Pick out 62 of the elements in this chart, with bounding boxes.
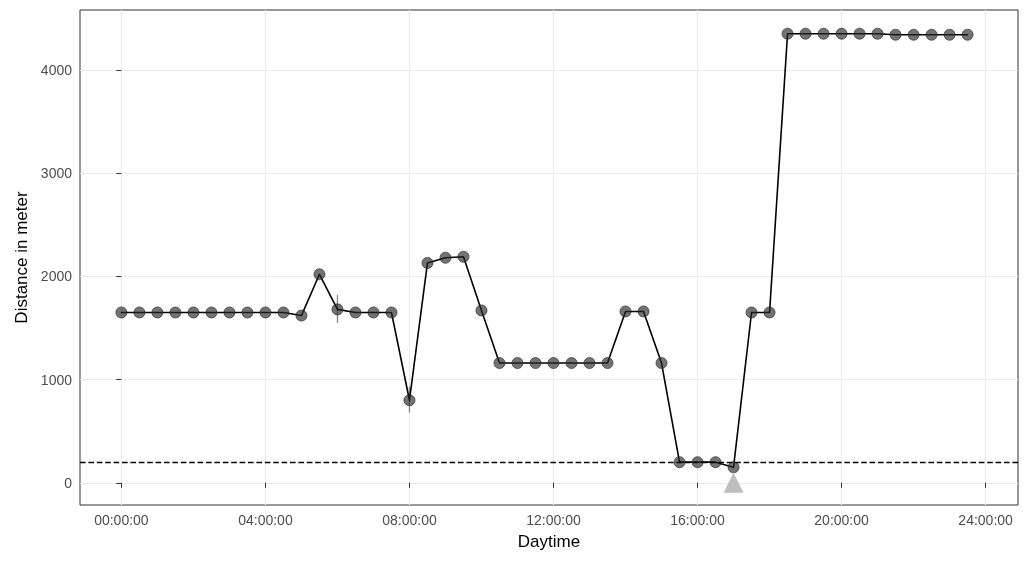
point	[151, 306, 164, 319]
point	[439, 251, 452, 264]
x-tick-label: 24:00:00	[958, 512, 1014, 528]
point	[385, 306, 398, 319]
point	[691, 456, 704, 469]
y-tick-label: 3000	[40, 165, 73, 182]
point	[421, 256, 434, 269]
point	[115, 306, 128, 319]
point	[871, 27, 884, 40]
y-tick-label: 1000	[40, 371, 73, 388]
point	[943, 28, 956, 41]
point	[529, 357, 542, 370]
point	[313, 268, 326, 281]
point	[853, 27, 866, 40]
x-tick-label: 16:00:00	[670, 512, 725, 528]
point	[277, 306, 290, 319]
point	[349, 306, 362, 319]
point	[403, 394, 416, 407]
point	[259, 306, 272, 319]
x-tick-label: 12:00:00	[526, 512, 581, 528]
point	[637, 305, 650, 318]
point	[547, 357, 560, 370]
point	[889, 28, 902, 41]
point	[511, 357, 524, 370]
point	[763, 306, 776, 319]
point	[907, 28, 920, 41]
point	[133, 306, 146, 319]
x-tick-label: 08:00:00	[382, 512, 437, 528]
point	[187, 306, 200, 319]
point	[583, 357, 596, 370]
point	[781, 27, 794, 40]
y-tick-label: 0	[64, 474, 73, 491]
x-axis-title: Daytime	[517, 532, 581, 551]
point	[961, 28, 974, 41]
x-tick-label: 00:00:00	[94, 512, 149, 528]
point	[295, 309, 308, 322]
point	[619, 305, 632, 318]
point	[655, 357, 668, 370]
point	[673, 456, 686, 469]
y-axis-title: Distance in meter	[11, 191, 31, 324]
point	[817, 27, 830, 40]
point	[457, 250, 470, 263]
point	[493, 357, 506, 370]
point	[205, 306, 218, 319]
y-tick-label: 2000	[40, 268, 73, 285]
point	[745, 306, 758, 319]
point	[925, 28, 938, 41]
y-tick-label: 4000	[40, 61, 73, 78]
x-tick-label: 20:00:00	[814, 512, 870, 528]
point	[223, 306, 236, 319]
point	[331, 303, 344, 316]
point	[799, 27, 812, 40]
point	[601, 357, 614, 370]
point	[367, 306, 380, 319]
point	[565, 357, 578, 370]
point	[723, 472, 744, 493]
point	[475, 304, 488, 317]
point	[169, 306, 182, 319]
point	[727, 461, 740, 474]
point	[241, 306, 254, 319]
x-tick-label: 04:00:00	[238, 512, 293, 528]
point	[835, 27, 848, 40]
